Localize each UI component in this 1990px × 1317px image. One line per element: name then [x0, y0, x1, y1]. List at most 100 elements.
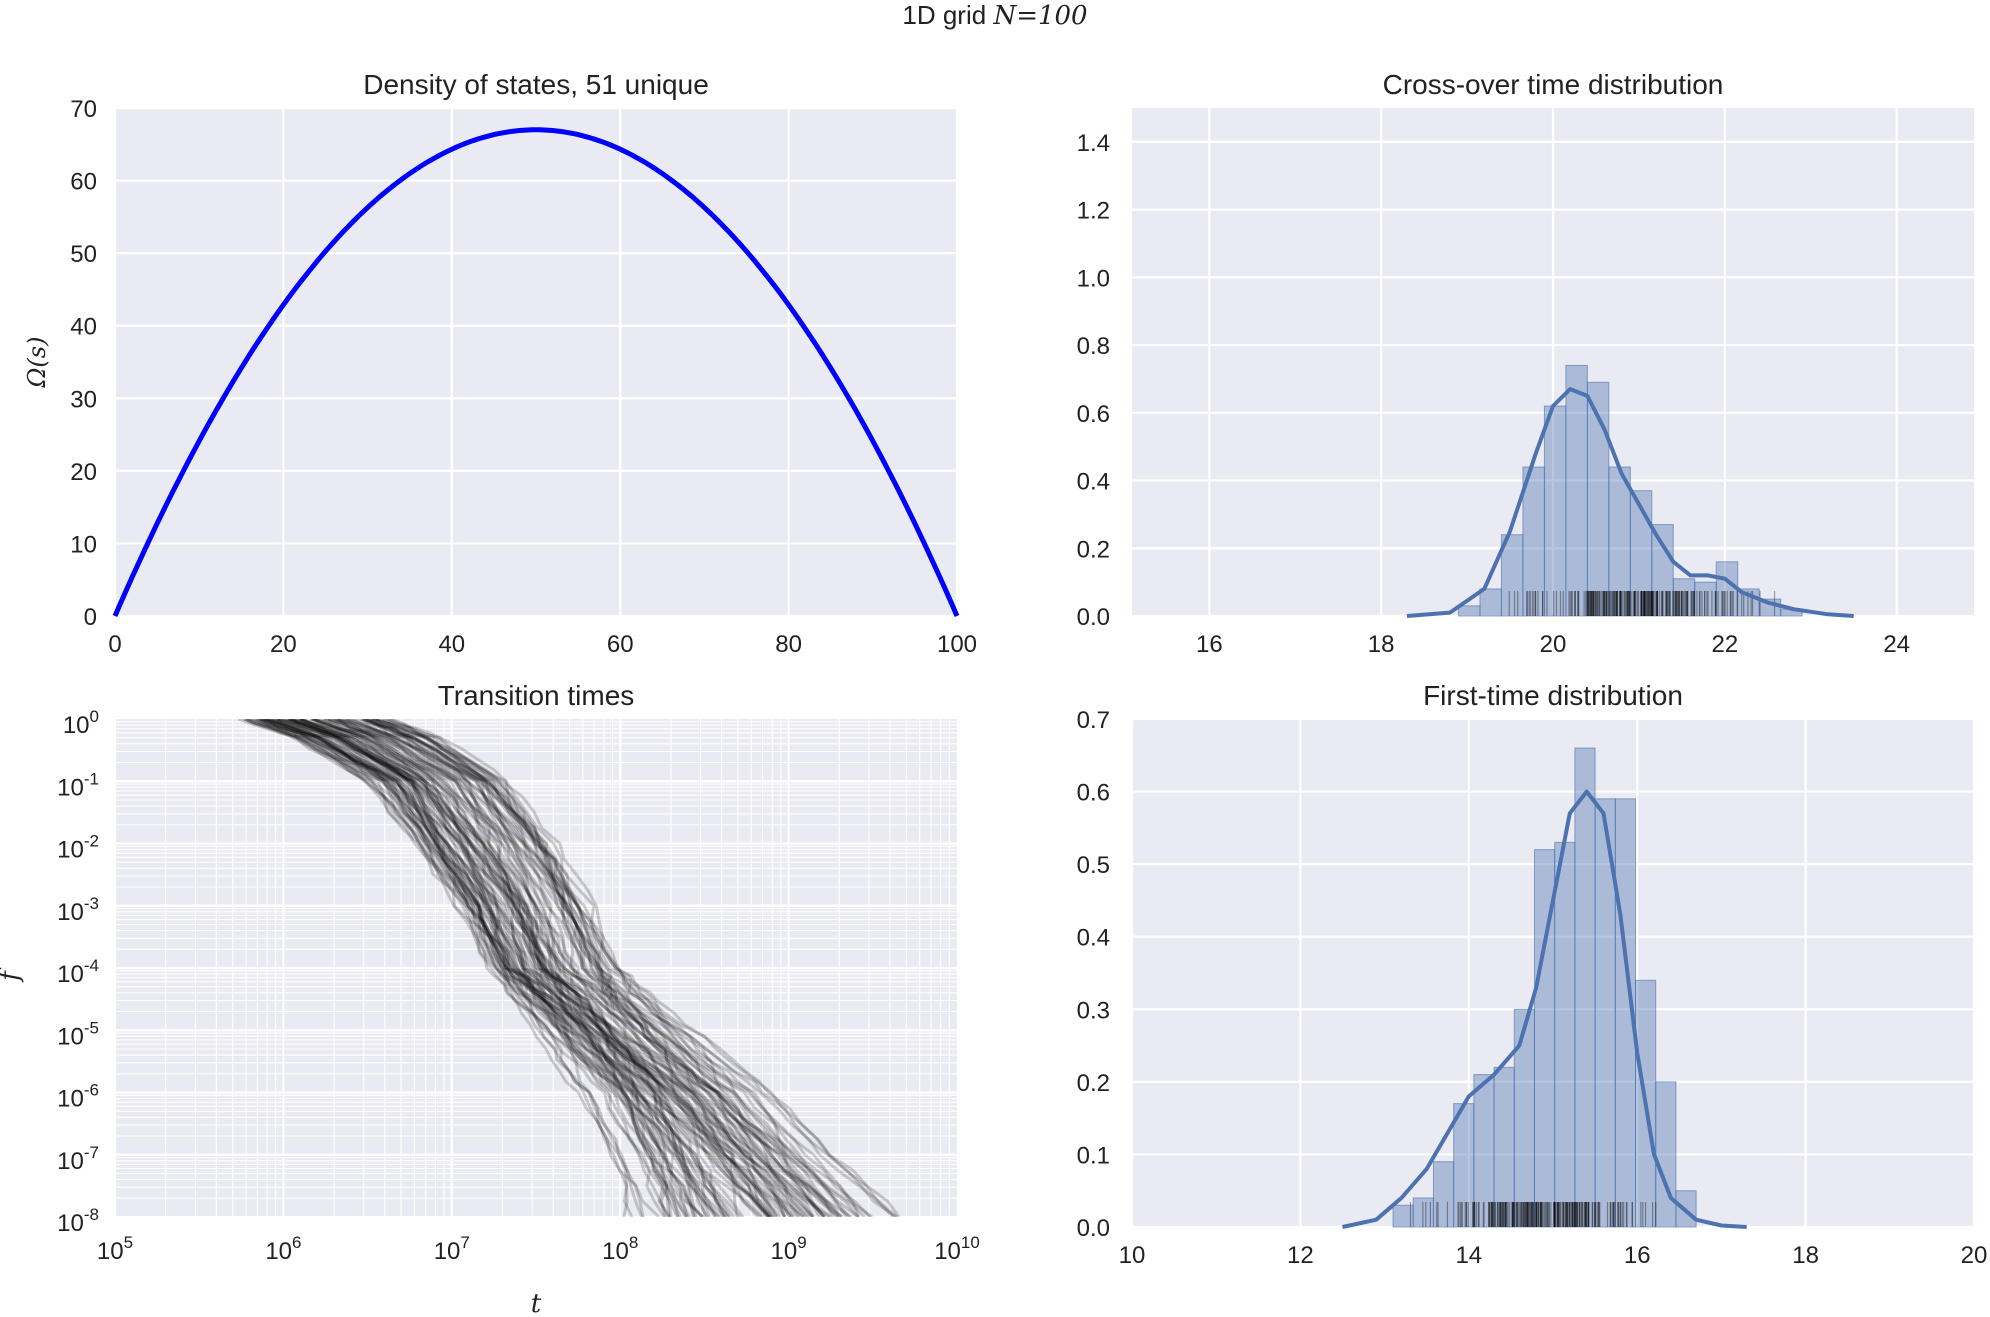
transition-xtick-label: 108: [602, 1233, 638, 1265]
cross-ytick-label: 1.2: [1077, 198, 1110, 225]
transition-trace-line: [333, 719, 773, 1217]
transition-trace-line: [245, 719, 778, 1217]
transition-trace-line: [288, 719, 842, 1217]
transition-trace-line: [291, 719, 771, 1217]
transition-tick-labels: 105 106 107 108 109 1010 100 10-1 10-2 10-3 10-4 10…: [57, 707, 980, 1265]
first-ytick-label: 0.1: [1077, 1142, 1110, 1169]
first-kde-line: [1342, 789, 1747, 1229]
first-histogram-bar: [1453, 1103, 1475, 1228]
first-xtick-label: 18: [1792, 1242, 1819, 1269]
transition-trace-line: [337, 719, 835, 1217]
crossover-marks: [1406, 364, 1854, 618]
transition-trace-line: [371, 719, 901, 1217]
transition-xtick-label: 106: [265, 1233, 301, 1265]
transition-trace-line: [382, 719, 775, 1217]
dos-xtick-label: 20: [270, 631, 297, 658]
first-xtick-label: 16: [1624, 1242, 1651, 1269]
transition-trace-line: [327, 719, 696, 1217]
cross-rug: [1508, 591, 1776, 616]
transition-trace-line: [370, 719, 848, 1217]
panel-crossover-distribution: 16 18 20 22 24 0.0 0.2 0.4 0.6 0.8 1.0 1.2 1.4 Cross…: [1077, 69, 1974, 658]
transition-trace-line: [366, 719, 897, 1217]
transition-trace-line: [256, 719, 736, 1217]
cross-ytick-label: 0.2: [1077, 536, 1110, 563]
transition-xlabel: t: [531, 1289, 542, 1317]
transition-trace-line: [381, 719, 729, 1217]
transition-ytick-label: 10-7: [57, 1143, 99, 1175]
transition-trace-line: [386, 719, 843, 1217]
firsttime-plot-area: [1132, 719, 1974, 1227]
transition-trace-line: [321, 719, 725, 1217]
dos-plot-area: [115, 108, 957, 616]
transition-trace-line: [277, 719, 689, 1217]
transition-trace-line: [247, 719, 644, 1217]
cross-kde-line: [1406, 387, 1854, 618]
first-histogram-bar: [1513, 1008, 1535, 1228]
transition-trace-line: [328, 719, 669, 1217]
transition-trace-line: [363, 719, 787, 1217]
transition-ylabel: f: [0, 967, 25, 983]
cross-ytick-label: 1.4: [1077, 130, 1110, 157]
transition-trace-line: [288, 719, 696, 1217]
dos-ytick-label: 10: [70, 531, 97, 558]
transition-trace-line: [353, 719, 814, 1217]
cross-ytick-label: 0.8: [1077, 333, 1110, 360]
transition-trace-line: [287, 719, 763, 1217]
transition-trace-line: [244, 719, 775, 1217]
transition-trace-line: [359, 719, 861, 1217]
cross-xtick-label: 18: [1368, 631, 1395, 658]
panel-transition-times: 105 106 107 108 109 1010 100 10-1 10-2 10-3 10-4 10…: [0, 680, 980, 1317]
transition-ytick-label: 10-5: [57, 1018, 99, 1050]
transition-trace-line: [345, 719, 814, 1217]
first-rug: [1409, 1202, 1657, 1227]
transition-trace-line: [361, 719, 801, 1217]
transition-trace-line: [362, 719, 731, 1217]
transition-trace-line: [287, 719, 704, 1217]
transition-trace-line: [264, 719, 787, 1217]
first-ytick-label: 0.2: [1077, 1070, 1110, 1097]
transition-trace-line: [299, 719, 808, 1217]
transition-trace-line: [237, 719, 765, 1217]
transition-ytick-label: 10-1: [57, 769, 99, 801]
transition-trace-line: [365, 719, 843, 1217]
transition-trace-line: [289, 719, 782, 1217]
transition-trace-line: [371, 719, 827, 1217]
dos-xtick-label: 60: [607, 631, 634, 658]
transition-trace-line: [346, 719, 704, 1217]
transition-marks: [237, 719, 901, 1217]
transition-trace-line: [310, 719, 826, 1217]
dos-marks: [112, 127, 960, 617]
cross-histogram-bar: [1694, 581, 1717, 617]
dos-ytick-label: 20: [70, 459, 97, 486]
transition-trace-line: [263, 719, 682, 1217]
cross-histogram-bar: [1651, 524, 1674, 617]
cross-xtick-label: 22: [1711, 631, 1738, 658]
first-histogram-bar: [1574, 747, 1596, 1228]
transition-ytick-label: 10-2: [57, 832, 99, 864]
cross-xtick-label: 16: [1196, 631, 1223, 658]
transition-trace-line: [255, 719, 821, 1217]
first-ytick-label: 0.3: [1077, 997, 1110, 1024]
transition-trace-line: [390, 719, 872, 1217]
transition-trace-line: [244, 719, 634, 1217]
transition-trace-line: [311, 719, 770, 1217]
transition-trace-line: [365, 719, 851, 1217]
transition-trace-line: [300, 719, 795, 1217]
transition-trace-line: [261, 719, 670, 1217]
dos-ytick-label: 70: [70, 96, 97, 123]
dos-ytick-label: 0: [84, 604, 97, 631]
transition-trace-line: [314, 719, 866, 1217]
transition-trace-line: [268, 719, 745, 1217]
cross-histogram-bar: [1457, 605, 1481, 617]
firsttime-marks: [1342, 747, 1747, 1229]
transition-trace-line: [253, 719, 727, 1217]
transition-trace-line: [374, 719, 895, 1217]
dos-xtick-label: 80: [775, 631, 802, 658]
dos-xtick-label: 0: [108, 631, 121, 658]
firsttime-gridlines: [1130, 717, 1976, 1229]
transition-trace-line: [362, 719, 810, 1217]
transition-trace-line: [375, 719, 859, 1217]
transition-trace-line: [293, 719, 832, 1217]
panel-density-of-states: 0 20 40 60 80 100 0 10 20 30 40 50 60 70 Density of s…: [23, 69, 977, 658]
